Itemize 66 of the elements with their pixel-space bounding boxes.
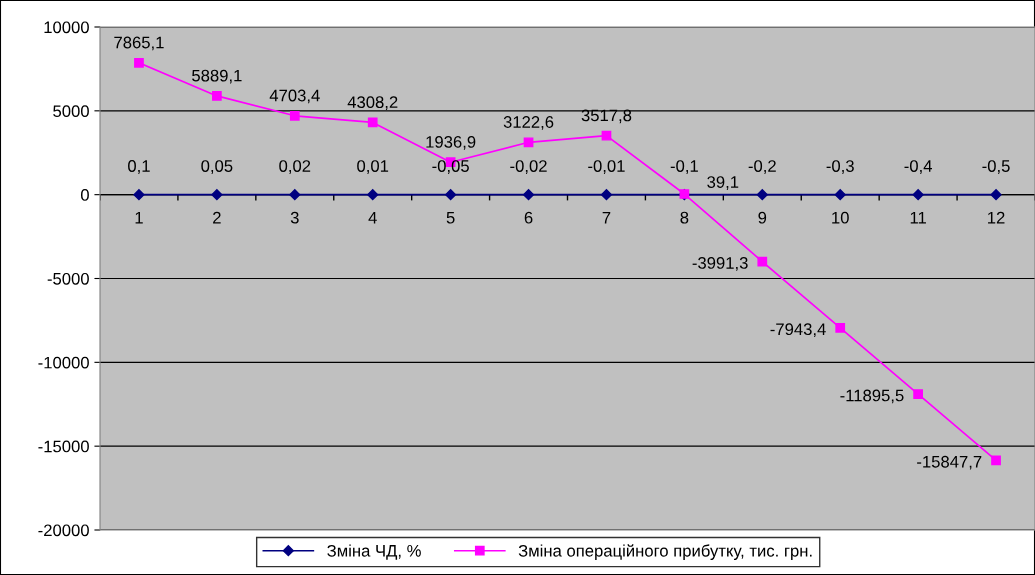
data-label: 39,1 xyxy=(707,176,739,190)
data-label: 4308,2 xyxy=(347,96,398,110)
y-tick-label: -20000 xyxy=(38,524,89,537)
x-tick-label: 4 xyxy=(368,211,377,224)
x-tick-label: 11 xyxy=(910,211,926,224)
y-tick-label: -5000 xyxy=(47,272,89,285)
point xyxy=(134,57,144,68)
point xyxy=(601,130,612,141)
point xyxy=(913,389,923,399)
point xyxy=(757,256,768,267)
data-label: -0,02 xyxy=(510,160,547,174)
point xyxy=(367,189,379,201)
data-label: -0,3 xyxy=(826,160,854,174)
point xyxy=(523,137,534,148)
y-tick-label: 10000 xyxy=(44,21,89,34)
data-label: -0,2 xyxy=(748,160,776,174)
x-tick-label: 7 xyxy=(602,211,611,224)
data-label: -15847,7 xyxy=(917,455,982,470)
x-tick-label: 6 xyxy=(524,211,533,224)
data-label: 1936,9 xyxy=(426,135,476,150)
point xyxy=(756,189,768,201)
point xyxy=(367,117,378,128)
point xyxy=(289,189,301,201)
data-label: 3122,6 xyxy=(503,116,554,130)
point xyxy=(600,189,613,201)
point xyxy=(991,455,1001,466)
x-tick-label: 1 xyxy=(135,211,143,224)
point xyxy=(834,189,846,201)
data-label: 5889,1 xyxy=(192,69,242,84)
data-label: 0,05 xyxy=(201,160,233,174)
y-tick-label: -15000 xyxy=(38,440,89,453)
point xyxy=(445,189,457,201)
data-label: -11895,5 xyxy=(840,389,904,404)
data-label: -7943,4 xyxy=(770,323,826,338)
data-label: -0,4 xyxy=(904,160,932,174)
point xyxy=(211,189,223,201)
point xyxy=(912,189,924,201)
x-tick-label: 9 xyxy=(758,211,767,224)
legend-label: Зміна ЧД, % xyxy=(327,544,421,560)
data-label: -0,01 xyxy=(588,160,625,174)
data-label: -0,5 xyxy=(982,160,1010,174)
data-label: 0,01 xyxy=(357,160,389,174)
data-label: 0,02 xyxy=(279,160,311,174)
x-tick-label: 3 xyxy=(290,211,299,224)
data-label: 3517,8 xyxy=(581,109,632,124)
x-tick-label: 2 xyxy=(213,211,221,224)
data-label: 4703,4 xyxy=(269,89,320,104)
x-tick-label: 12 xyxy=(988,211,1005,224)
data-label: -0,05 xyxy=(432,160,469,174)
point xyxy=(522,189,535,201)
y-tick-label: 0 xyxy=(80,189,89,201)
point xyxy=(212,91,222,101)
point xyxy=(133,189,145,201)
x-tick-label: 5 xyxy=(446,211,455,224)
y-tick-label: 5000 xyxy=(53,105,89,118)
x-tick-label: 10 xyxy=(832,211,849,224)
x-tick-label: 8 xyxy=(680,211,689,224)
data-label: -0,1 xyxy=(670,160,698,174)
data-label: 0,1 xyxy=(128,160,150,174)
y-tick-label: -10000 xyxy=(38,356,89,369)
point xyxy=(289,110,300,121)
data-label: -3991,3 xyxy=(692,257,748,271)
point xyxy=(835,322,846,333)
legend-label: Зміна операційного прибутку, тис. грн. xyxy=(518,544,812,560)
data-label: 7865,1 xyxy=(114,36,164,51)
point xyxy=(990,189,1002,201)
